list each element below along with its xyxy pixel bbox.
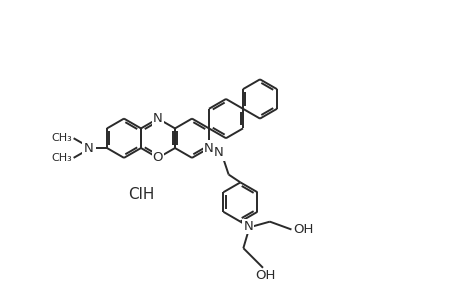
Text: N: N [204,142,213,154]
Text: N: N [84,142,93,154]
Text: OH: OH [292,223,313,236]
Text: N: N [213,146,223,159]
Text: CH₃: CH₃ [51,133,72,143]
Text: CH₃: CH₃ [51,153,72,163]
Text: O: O [152,152,163,164]
Text: N: N [153,112,162,125]
Text: OH: OH [254,269,274,282]
Text: ClH: ClH [128,187,155,202]
Text: N: N [243,220,252,233]
